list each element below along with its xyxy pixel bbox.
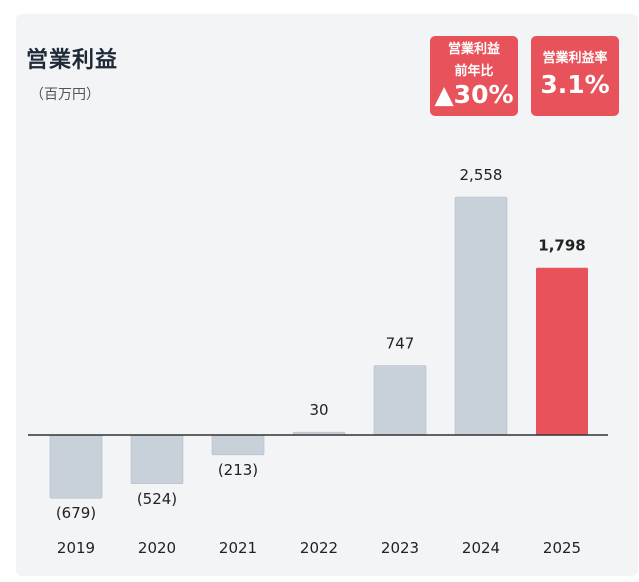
unit-label: （百万円）: [30, 87, 100, 103]
yoy-badge-label-2: 前年比: [454, 64, 494, 79]
value-label-2023: 747: [386, 334, 415, 352]
yoy-badge-label-1: 営業利益: [447, 42, 500, 57]
x-tick-2024: 2024: [462, 539, 500, 557]
bar-2019: [49, 434, 103, 499]
value-label-2022: 30: [309, 401, 328, 419]
x-tick-2021: 2021: [219, 539, 257, 557]
x-tick-2019: 2019: [57, 539, 95, 557]
bar-2020: [130, 434, 184, 485]
yoy-badge-value: ▲30%: [434, 80, 514, 109]
yoy-badge: 営業利益 前年比 ▲30%: [430, 36, 518, 116]
value-label-2020: (524): [137, 490, 177, 508]
x-tick-2022: 2022: [300, 539, 338, 557]
x-tick-2023: 2023: [381, 539, 419, 557]
x-tick-2025: 2025: [543, 539, 581, 557]
value-label-2025: 1,798: [538, 237, 585, 255]
x-tick-2020: 2020: [138, 539, 176, 557]
margin-badge-label: 営業利益率: [542, 51, 608, 66]
margin-badge: 営業利益率 3.1%: [531, 36, 619, 116]
value-label-2021: (213): [218, 461, 258, 479]
value-label-2019: (679): [56, 504, 96, 522]
bar-2023: [373, 365, 427, 436]
value-label-2024: 2,558: [460, 166, 503, 184]
bar-2024: [454, 196, 508, 436]
bar-2025: [536, 267, 588, 435]
chart-title: 営業利益: [26, 48, 119, 73]
margin-badge-value: 3.1%: [540, 70, 610, 99]
bar-2021: [211, 434, 265, 456]
